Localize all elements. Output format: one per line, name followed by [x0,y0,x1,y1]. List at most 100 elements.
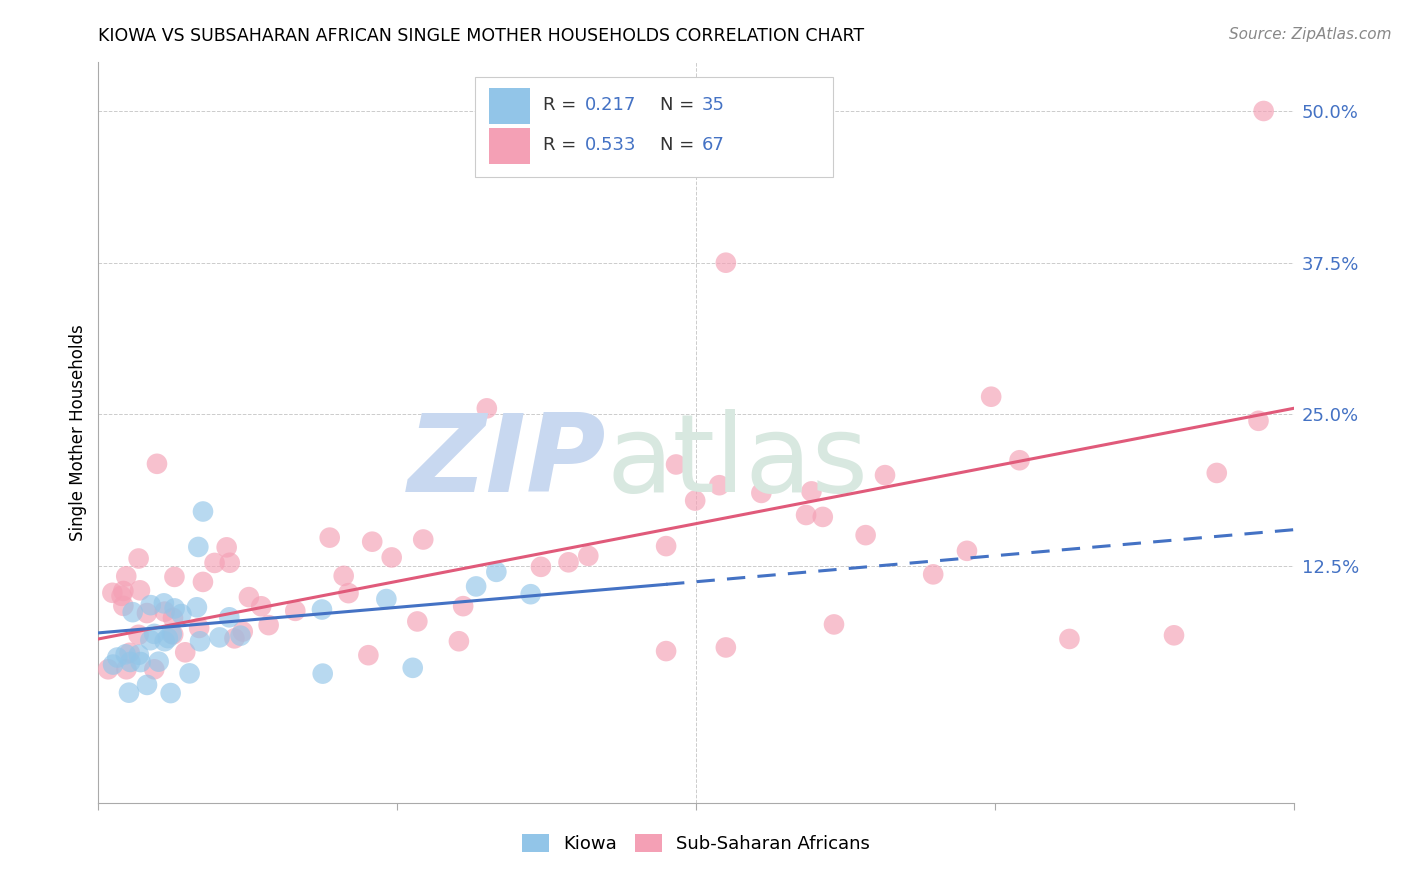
Text: R =: R = [543,96,582,114]
Point [665,458,688,472]
Point [800,484,823,499]
Point [146,457,169,471]
Text: N =: N = [661,96,700,114]
Point [139,598,162,612]
Point [855,528,877,542]
Point [218,610,240,624]
Point [655,539,678,553]
Text: 0.533: 0.533 [585,136,637,154]
Point [1059,632,1081,646]
Point [110,589,132,603]
Point [530,559,553,574]
Point [1008,453,1031,467]
Text: atlas: atlas [606,409,869,516]
Point [118,686,141,700]
Point [311,602,333,616]
Point [1205,466,1227,480]
Point [655,644,678,658]
Point [188,621,211,635]
Point [232,624,254,639]
Point [873,468,896,483]
Point [129,655,152,669]
FancyBboxPatch shape [489,128,530,164]
Point [163,601,186,615]
Text: 0.217: 0.217 [585,96,636,114]
Point [160,627,183,641]
Point [191,574,214,589]
Point [709,478,731,492]
Point [179,666,201,681]
Point [1253,103,1275,118]
Point [218,556,240,570]
Point [980,390,1002,404]
Point [714,640,737,655]
Point [519,587,541,601]
Point [451,599,474,614]
Text: 35: 35 [702,96,725,114]
Point [238,590,260,604]
Point [794,508,817,522]
Point [143,662,166,676]
Point [229,629,252,643]
Text: Source: ZipAtlas.com: Source: ZipAtlas.com [1229,27,1392,42]
Point [136,606,159,620]
Point [136,678,159,692]
Text: KIOWA VS SUBSAHARAN AFRICAN SINGLE MOTHER HOUSEHOLDS CORRELATION CHART: KIOWA VS SUBSAHARAN AFRICAN SINGLE MOTHE… [98,27,865,45]
Point [312,666,335,681]
Point [402,661,425,675]
Point [361,534,384,549]
Point [162,611,184,625]
Point [576,549,599,563]
FancyBboxPatch shape [475,78,834,178]
Point [128,551,150,566]
Point [557,555,579,569]
Legend: Kiowa, Sub-Saharan Africans: Kiowa, Sub-Saharan Africans [515,827,877,861]
Point [406,615,429,629]
Point [153,634,176,648]
Point [129,583,152,598]
Point [153,596,176,610]
Point [156,631,179,645]
Point [112,599,135,613]
Point [159,686,181,700]
Point [121,605,143,619]
Point [714,256,737,270]
Text: R =: R = [543,136,582,154]
Point [101,586,124,600]
Point [153,605,176,619]
Point [357,648,380,663]
Point [375,592,398,607]
Point [922,567,945,582]
Point [447,634,470,648]
Point [128,648,150,662]
Point [811,509,834,524]
Point [257,618,280,632]
Point [337,586,360,600]
Point [114,648,136,662]
Point [485,565,508,579]
Point [101,657,124,672]
Text: 67: 67 [702,136,725,154]
Text: N =: N = [661,136,700,154]
Point [187,540,209,554]
Point [128,628,150,642]
Point [170,607,193,621]
Point [174,645,197,659]
Point [148,655,170,669]
Point [956,544,979,558]
Point [97,662,120,676]
Point [115,569,138,583]
Point [139,633,162,648]
Point [475,401,498,416]
Point [105,650,128,665]
Point [115,662,138,676]
Point [208,631,231,645]
Y-axis label: Single Mother Households: Single Mother Households [69,325,87,541]
Point [112,584,135,599]
Point [683,493,706,508]
Text: ZIP: ZIP [408,409,606,516]
Point [412,533,434,547]
FancyBboxPatch shape [489,88,530,124]
Point [162,627,184,641]
Point [143,627,166,641]
